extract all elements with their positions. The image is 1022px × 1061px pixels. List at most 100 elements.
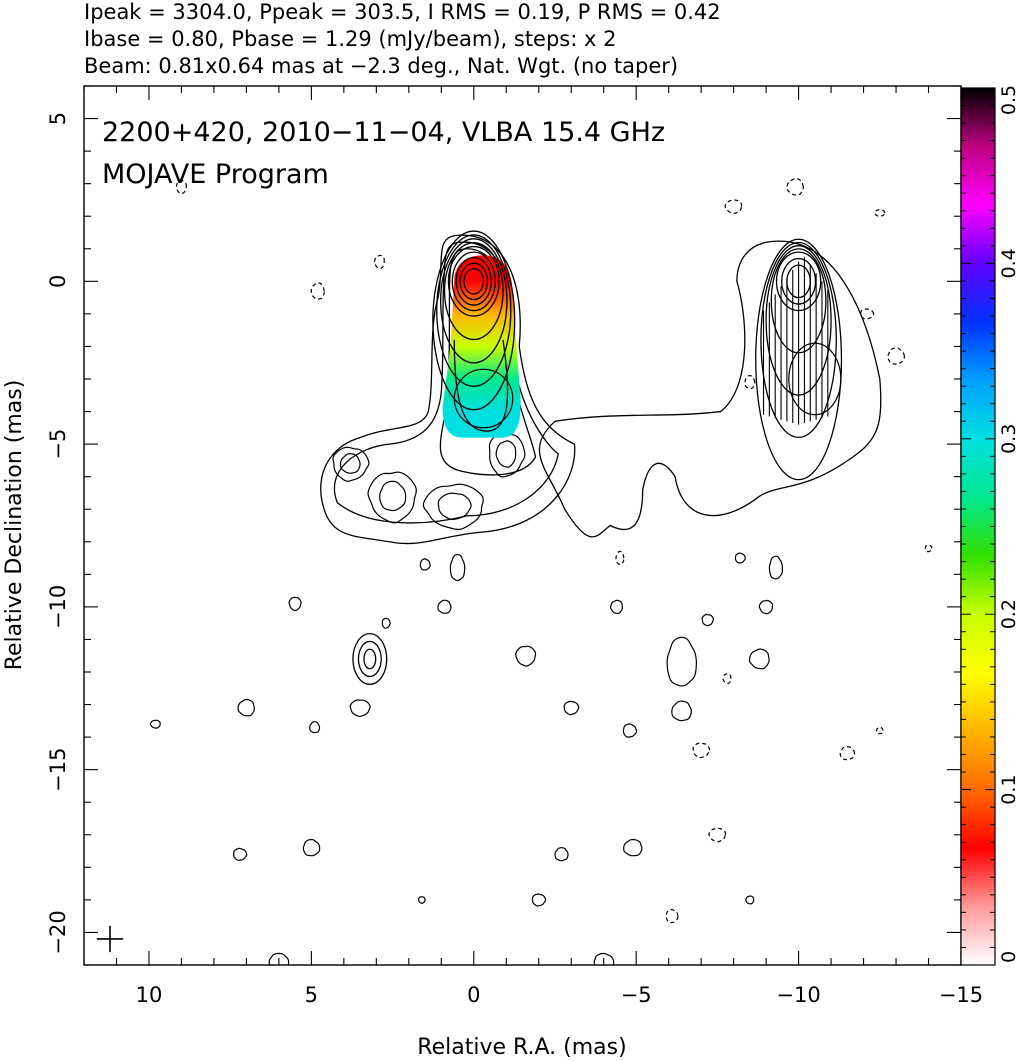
core-contour [436,234,512,387]
core-contour [447,245,500,317]
colorbar-tick-label: 0.4 [998,248,1020,278]
y-tick-label: 5 [46,112,70,125]
core-contour [459,262,489,301]
pol-contour-outer [538,240,882,538]
isolated-component-contour [357,640,382,678]
x-tick-label: −15 [939,983,983,1007]
header-line-1: Ipeak = 3304.0, Ppeak = 303.5, I RMS = 0… [84,0,721,24]
chart-subtitle: MOJAVE Program [102,159,329,190]
negative-noise-contour [373,254,385,270]
colorbar-tick-label: 0.1 [998,774,1020,804]
fracpol-region [442,255,521,438]
noise-contour [622,723,638,738]
negative-noise-contour [744,374,756,390]
x-tick-label: −10 [776,983,820,1007]
colorbar: 0 0.1 0.2 0.3 0.4 0.5 [960,85,1020,966]
negative-noise-contour [887,347,905,365]
core-contour [443,242,504,341]
noise-contour [349,699,371,718]
noise-contour [233,847,248,861]
isolated-component-contour [352,632,388,685]
noise-contour [531,893,547,907]
noise-contour [758,599,774,615]
pol-contour [760,241,837,439]
negative-noise-contour [859,308,875,320]
noise-contour [745,895,755,905]
negative-noise-contour [708,827,727,843]
beam-marker [96,925,124,953]
y-tick-label: −5 [46,429,70,460]
jet-contour-outer [320,234,576,545]
noise-contour [437,599,452,614]
noise-contour [623,838,643,857]
noise-contour [748,648,770,670]
noise-contour [419,558,431,571]
noise-contour [554,847,569,862]
isolated-component-contour [363,648,377,670]
colorbar-ticks [961,87,995,966]
y-tick-label: 0 [46,275,70,288]
plot-frame [83,85,962,966]
noise-contour [381,617,391,629]
fractional-polarization-map [442,255,521,438]
noise-contour [237,698,256,717]
noise-contour [302,838,321,857]
x-tick-label: 10 [136,983,163,1007]
negative-noise-contour [874,209,886,217]
noise-contour [610,599,623,615]
colorbar-tick-label: 0 [998,951,1020,963]
header-line-3: Beam: 0.81x0.64 mas at −2.3 deg., Nat. W… [84,54,679,78]
noise-contour [288,596,302,612]
header-line-2: Ibase = 0.80, Pbase = 1.29 (mJy/beam), s… [84,27,617,51]
colorbar-tick-label: 0.3 [998,424,1020,454]
y-tick-label: −10 [46,585,70,629]
chart-title: 2200+420, 2010−11−04, VLBA 15.4 GHz [102,117,665,148]
knot-contour-outer [367,471,417,524]
negative-noise-contour [615,550,625,566]
inner-jet-contour [453,339,509,432]
y-tick-label: −15 [46,748,70,792]
negative-noise-contour [786,177,804,196]
knot-contour-outer [332,446,370,482]
noise-contour [449,553,466,582]
negative-noise-contour [875,726,884,735]
x-tick-label: −5 [621,983,652,1007]
knot-contour [339,453,361,474]
colorbar-tick-label: 0.2 [998,599,1020,629]
colorbar-tick-labels: 0 0.1 0.2 0.3 0.4 0.5 [998,85,1020,963]
noise-contour [149,719,161,729]
knot-contour-outer [422,483,484,531]
negative-noise-contour [724,199,743,214]
negative-noise-contour [722,673,732,684]
noise-contours [149,177,933,965]
core-contour [432,230,516,411]
intensity-contours-core [432,230,516,432]
core-contour [463,268,485,295]
jet-knot-contour [453,368,514,429]
noise-contour [593,952,615,965]
core-contour [451,251,496,312]
negative-noise-contour [310,282,325,300]
polarization-contours-right [538,238,882,538]
evpa-vectors [762,256,829,425]
knot-contour [437,492,472,521]
y-tick-labels: 5 0 −5 −10 −15 −20 [46,112,70,955]
knot-contour [495,440,517,468]
negative-noise-contour [924,544,933,553]
negative-noise-contour [665,909,679,924]
noise-contour [417,896,426,904]
noise-contour [701,613,714,627]
noise-contour [666,636,698,687]
noise-contour [563,700,580,716]
x-tick-label: 0 [467,983,480,1007]
knot-contour [379,480,407,512]
noise-contour [268,952,290,965]
y-axis-title: Relative Declination (mas) [2,380,27,671]
noise-contour [309,721,321,734]
pol-knot-contour [788,342,842,416]
noise-contour [671,700,692,722]
noise-contour [515,645,537,667]
noise-contour [768,555,783,580]
negative-noise-contour [175,180,187,195]
